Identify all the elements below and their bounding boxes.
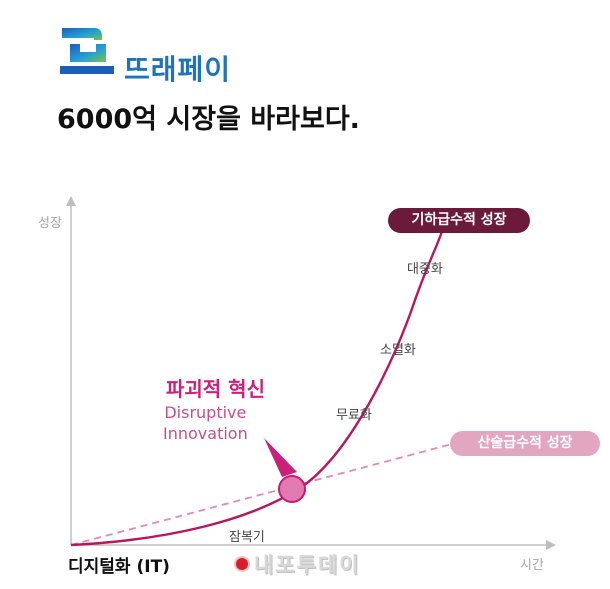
x-axis-label: 시간 (520, 558, 544, 573)
y-axis-arrow-icon (66, 196, 76, 206)
exponential-growth-curve (70, 227, 445, 547)
disruption-title: 파괴적 혁신 (166, 377, 265, 401)
disruption-subtitle-line1: Disruptive (164, 403, 247, 422)
callout-pointer (264, 438, 297, 477)
watermark-text: 내포투데이 (254, 553, 361, 577)
headline: 6000억 시장을 바라보다. (57, 104, 360, 135)
logo-mark-icon (60, 28, 114, 74)
linear-growth-line (70, 443, 453, 546)
stage-label-mass: 대중화 (407, 262, 443, 277)
stage-label-free: 무료화 (336, 408, 372, 423)
y-axis-label: 성장 (38, 216, 62, 231)
stage-label-extinction: 소멸화 (380, 343, 416, 358)
exponential-growth-label: 기하급수적 성장 (388, 208, 530, 233)
x-axis-arrow-icon (546, 540, 556, 550)
disruption-subtitle: Disruptive Innovation (163, 402, 248, 444)
intersection-highlight (278, 475, 306, 503)
brand-logo: 뜨래페이 (56, 18, 246, 90)
stage-label-latency: 잠복기 (229, 530, 265, 545)
logo-text: 뜨래페이 (124, 53, 232, 86)
linear-growth-label: 산술급수적 성장 (450, 431, 600, 456)
disruption-subtitle-line2: Innovation (163, 424, 248, 443)
watermark-dot-icon (234, 556, 250, 572)
start-label: 디지털화 (IT) (68, 557, 170, 577)
